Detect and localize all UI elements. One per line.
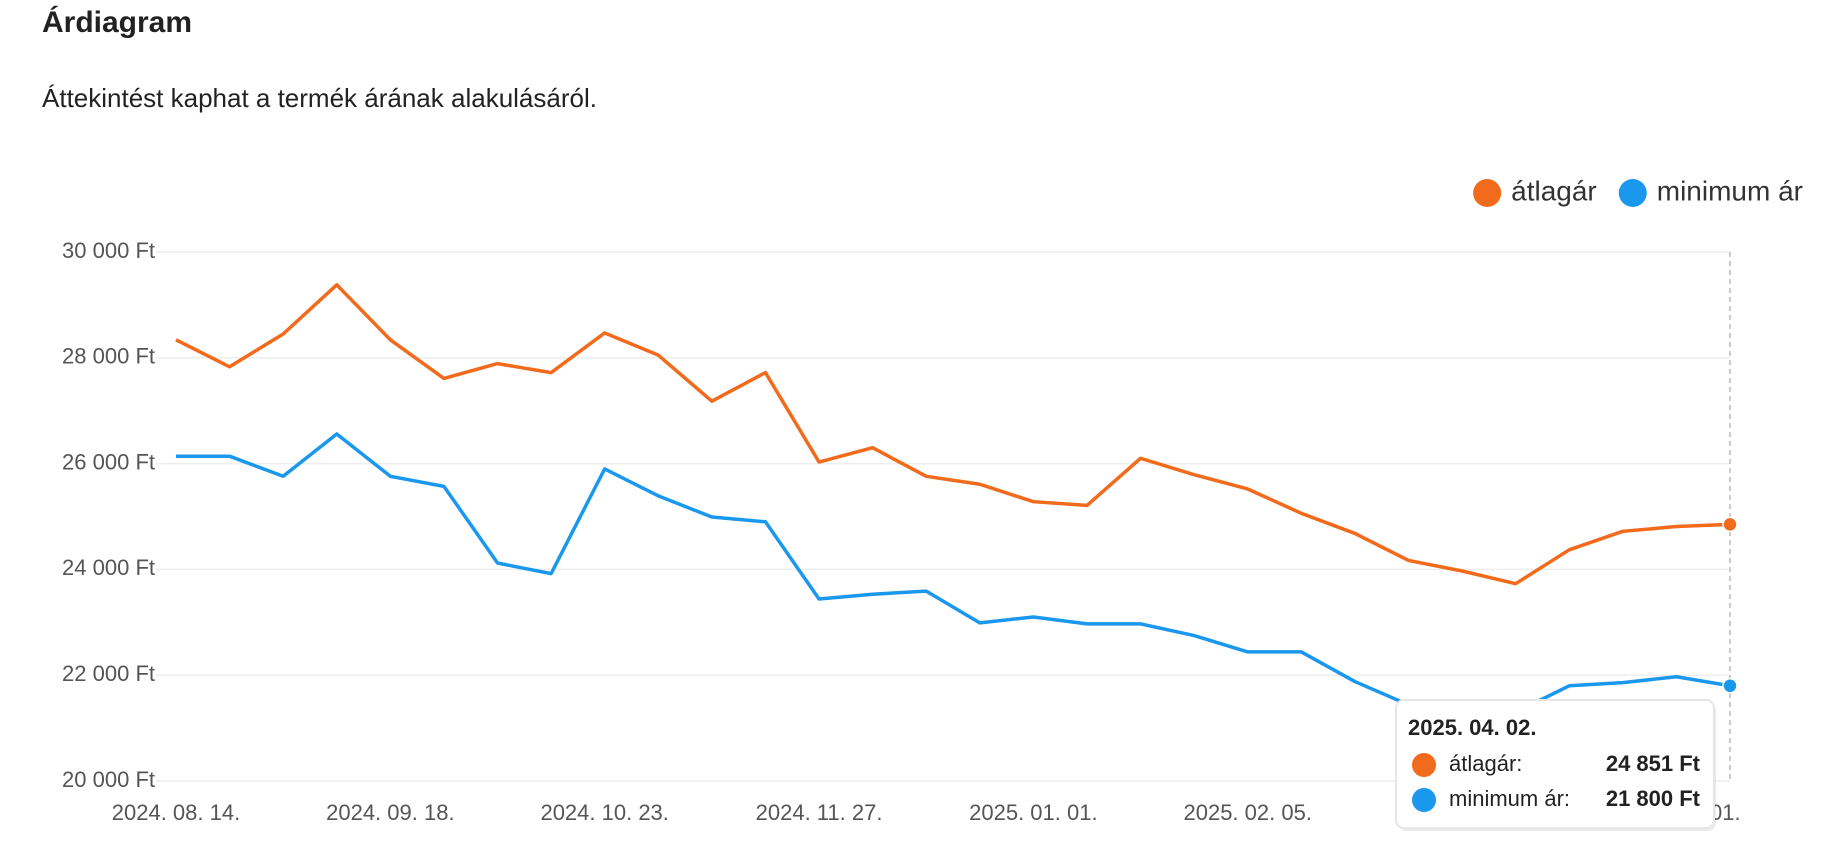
tooltip-value: 24 851 Ft (1606, 751, 1701, 776)
x-tick-label: 2025. 02. 05. (1183, 800, 1311, 825)
tooltip-label: átlagár: (1449, 751, 1522, 776)
legend-label: minimum ár (1657, 175, 1803, 206)
x-tick-label: 2024. 09. 18. (326, 800, 454, 825)
hover-point (1722, 516, 1738, 533)
x-tick-label: 2024. 08. 14. (112, 800, 240, 825)
chart-title: Árdiagram (42, 5, 192, 39)
tooltip-marker (1412, 788, 1436, 812)
legend-marker (1473, 179, 1502, 207)
series-line (175, 283, 1731, 586)
legend-label: átlagár (1511, 175, 1597, 206)
tooltip-title: 2025. 04. 02. (1408, 715, 1536, 740)
x-tick-label: 2024. 11. 27. (756, 800, 883, 825)
tooltip-value: 21 800 Ft (1606, 786, 1701, 811)
x-tick-label: 2025. 01. 01. (969, 800, 1097, 825)
hover-point (1722, 678, 1738, 694)
tooltip-label: minimum ár: (1449, 786, 1570, 811)
chart-subtitle: Áttekintést kaphat a termék árának alaku… (42, 83, 597, 113)
y-tick-label: 30 000 Ft (62, 238, 155, 263)
y-tick-label: 28 000 Ft (62, 344, 155, 369)
y-tick-label: 20 000 Ft (62, 767, 155, 792)
tooltip-marker (1412, 753, 1436, 777)
y-tick-label: 26 000 Ft (62, 449, 155, 474)
legend-marker (1618, 179, 1647, 207)
tooltip (1395, 699, 1715, 829)
y-tick-label: 24 000 Ft (62, 555, 155, 580)
x-tick-label: 2024. 10. 23. (540, 800, 668, 825)
y-tick-label: 22 000 Ft (62, 661, 155, 686)
